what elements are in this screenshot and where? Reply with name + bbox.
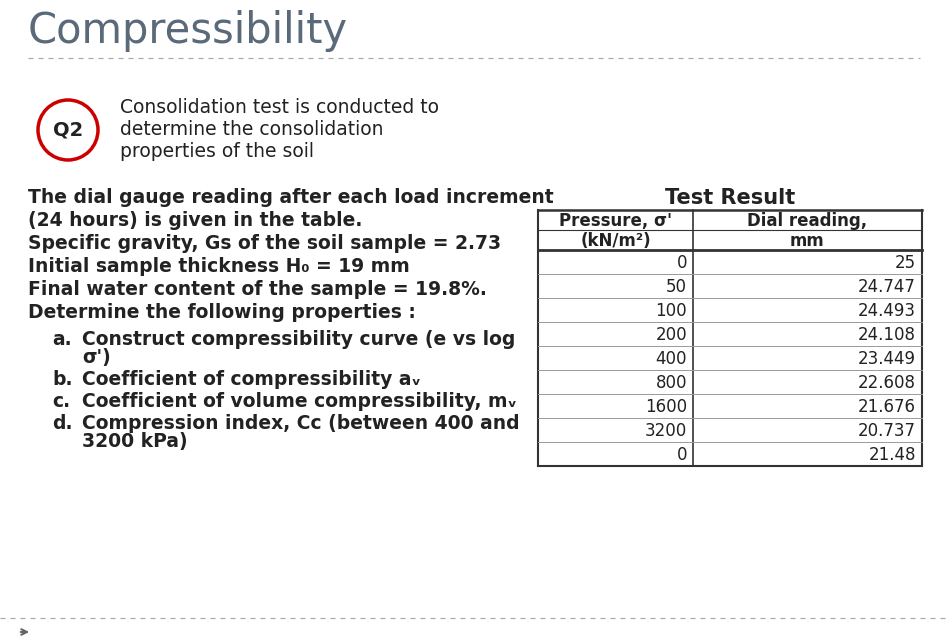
Text: Determine the following properties :: Determine the following properties : (28, 303, 416, 322)
Text: 0: 0 (677, 254, 687, 272)
Text: 24.108: 24.108 (858, 326, 916, 344)
Text: 23.449: 23.449 (858, 350, 916, 368)
Text: Pressure, σ': Pressure, σ' (559, 212, 672, 230)
Text: Dial reading,: Dial reading, (747, 212, 867, 230)
Text: Q2: Q2 (53, 120, 83, 140)
Text: determine the consolidation: determine the consolidation (120, 120, 384, 139)
Text: 800: 800 (655, 374, 687, 392)
Text: Compression index, Cᴄ (between 400 and: Compression index, Cᴄ (between 400 and (82, 414, 520, 433)
Text: 21.48: 21.48 (868, 446, 916, 464)
Text: 21.676: 21.676 (858, 398, 916, 416)
Text: 22.608: 22.608 (858, 374, 916, 392)
Text: 3200: 3200 (645, 422, 687, 440)
Text: 0: 0 (677, 446, 687, 464)
Text: 25: 25 (895, 254, 916, 272)
Text: Initial sample thickness H₀ = 19 mm: Initial sample thickness H₀ = 19 mm (28, 257, 410, 276)
Text: 100: 100 (655, 302, 687, 320)
Text: c.: c. (52, 392, 70, 411)
Text: Construct compressibility curve (e vs log: Construct compressibility curve (e vs lo… (82, 330, 516, 349)
Text: 400: 400 (655, 350, 687, 368)
Text: Coefficient of volume compressibility, mᵥ: Coefficient of volume compressibility, m… (82, 392, 517, 411)
Text: The dial gauge reading after each load increment: The dial gauge reading after each load i… (28, 188, 554, 207)
Text: 24.493: 24.493 (858, 302, 916, 320)
Text: 50: 50 (666, 278, 687, 296)
Text: σ'): σ') (82, 348, 111, 367)
Text: d.: d. (52, 414, 72, 433)
Text: 20.737: 20.737 (858, 422, 916, 440)
Text: Coefficient of compressibility aᵥ: Coefficient of compressibility aᵥ (82, 370, 421, 389)
Text: 24.747: 24.747 (858, 278, 916, 296)
Text: b.: b. (52, 370, 72, 389)
Text: 1600: 1600 (645, 398, 687, 416)
Text: properties of the soil: properties of the soil (120, 142, 314, 161)
Text: Specific gravity, Gs of the soil sample = 2.73: Specific gravity, Gs of the soil sample … (28, 234, 501, 253)
Text: mm: mm (790, 232, 825, 250)
Text: a.: a. (52, 330, 72, 349)
Text: Consolidation test is conducted to: Consolidation test is conducted to (120, 98, 439, 117)
Text: 3200 kPa): 3200 kPa) (82, 432, 188, 451)
Text: Final water content of the sample = 19.8%.: Final water content of the sample = 19.8… (28, 280, 487, 299)
Text: Test Result: Test Result (665, 188, 795, 208)
Text: Compressibility: Compressibility (28, 10, 348, 52)
Text: 200: 200 (655, 326, 687, 344)
Text: (24 hours) is given in the table.: (24 hours) is given in the table. (28, 211, 362, 230)
Text: (kN/m²): (kN/m²) (580, 232, 651, 250)
